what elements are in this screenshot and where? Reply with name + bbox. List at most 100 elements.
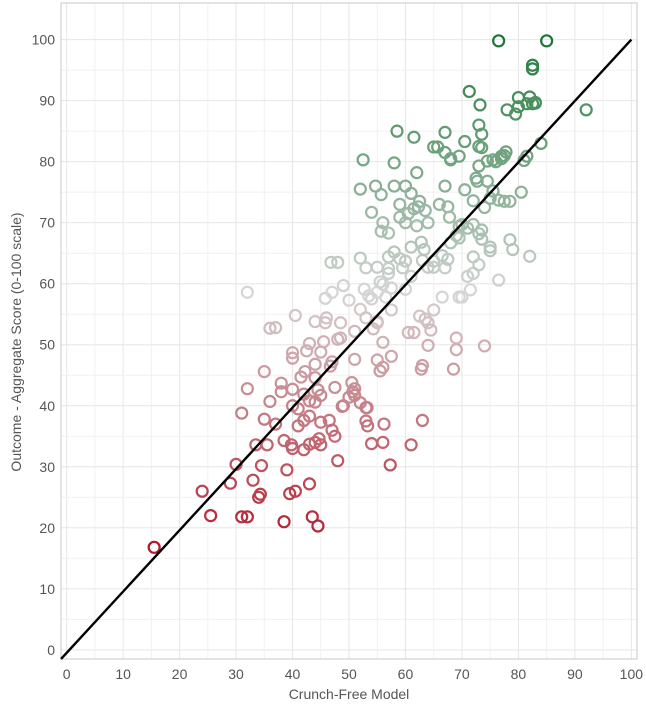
x-tick-label: 50 [341, 666, 357, 682]
data-point [240, 510, 254, 524]
data-point [223, 476, 238, 490]
y-tick-label: 30 [39, 459, 55, 475]
data-point [333, 331, 348, 345]
data-point [418, 203, 432, 218]
data-point [147, 540, 161, 554]
data-point [384, 281, 398, 295]
data-point [364, 436, 379, 451]
data-point [393, 197, 407, 211]
data-point [410, 166, 424, 180]
data-point [497, 194, 511, 208]
data-point [268, 321, 283, 335]
data-point [318, 291, 332, 305]
data-point [404, 186, 418, 200]
data-point [411, 200, 426, 214]
data-point [421, 338, 435, 352]
data-point [314, 438, 328, 452]
data-point [331, 255, 345, 269]
y-tick-label: 100 [32, 32, 56, 48]
data-point [404, 240, 418, 254]
x-tick-label: 30 [228, 666, 244, 682]
data-point [288, 308, 302, 323]
data-point [483, 244, 497, 258]
plot-frame [60, 2, 638, 660]
data-point [427, 140, 441, 154]
data-point [523, 249, 537, 263]
data-point [268, 417, 283, 431]
data-point [499, 145, 513, 159]
data-point [466, 194, 480, 208]
data-point [353, 182, 367, 196]
data-point [435, 290, 449, 304]
data-point [379, 290, 393, 304]
x-tick-label: 60 [398, 666, 414, 682]
data-point [324, 255, 338, 269]
data-point [348, 324, 362, 338]
data-point [277, 515, 291, 529]
data-point [325, 355, 339, 369]
data-point [298, 364, 312, 379]
data-point [246, 473, 260, 487]
data-point [285, 382, 300, 396]
reference-line-group [60, 38, 633, 660]
x-tick-label: 70 [454, 666, 470, 682]
data-point [302, 409, 317, 423]
data-point [446, 362, 461, 376]
data-point [235, 406, 249, 420]
data-point [384, 349, 398, 363]
y-tick-label: 10 [39, 581, 55, 597]
y-tick-label: 20 [39, 520, 55, 536]
data-point [376, 360, 390, 374]
data-point [438, 261, 452, 275]
data-point [353, 251, 367, 265]
data-point [503, 194, 517, 208]
data-point [240, 382, 254, 396]
data-point [314, 388, 328, 402]
y-tick-label: 0 [47, 642, 55, 658]
data-point [302, 477, 317, 491]
data-point [421, 316, 435, 330]
data-point [235, 510, 249, 524]
data-point [438, 125, 452, 139]
data-point [415, 413, 430, 427]
data-point [480, 154, 494, 168]
data-point [492, 34, 506, 48]
data-point [432, 197, 446, 211]
data-point [336, 278, 350, 293]
data-point [528, 96, 542, 110]
data-point [540, 34, 554, 48]
data-point [381, 226, 396, 240]
data-point [404, 269, 418, 283]
data-points [147, 34, 593, 554]
tick-labels: 0 10 20 30 40 50 60 70 80 90 100 0 10 20 30 40 50 60 70 80 9… [32, 32, 644, 682]
reference-line [60, 38, 633, 660]
data-point [300, 344, 314, 358]
data-point [407, 130, 421, 144]
x-axis-title: Crunch-Free Model [289, 686, 410, 702]
data-point [280, 463, 294, 477]
data-point [458, 134, 472, 149]
data-point [359, 311, 373, 325]
data-point [285, 346, 300, 360]
data-point [257, 412, 271, 426]
data-point [356, 153, 370, 167]
data-point [274, 376, 288, 390]
y-tick-label: 70 [39, 215, 55, 231]
data-point [475, 127, 489, 141]
data-point [424, 323, 438, 337]
data-point [477, 200, 492, 215]
data-point [514, 185, 528, 199]
data-point [473, 98, 487, 112]
data-point [506, 242, 520, 257]
x-tick-label: 40 [285, 666, 301, 682]
data-point [438, 179, 452, 193]
data-point [401, 325, 415, 340]
data-point [579, 103, 593, 117]
data-point [458, 183, 472, 197]
data-point [384, 303, 398, 317]
data-point [361, 419, 375, 433]
x-tick-label: 90 [567, 666, 583, 682]
data-point [486, 184, 500, 198]
data-point [374, 224, 388, 238]
